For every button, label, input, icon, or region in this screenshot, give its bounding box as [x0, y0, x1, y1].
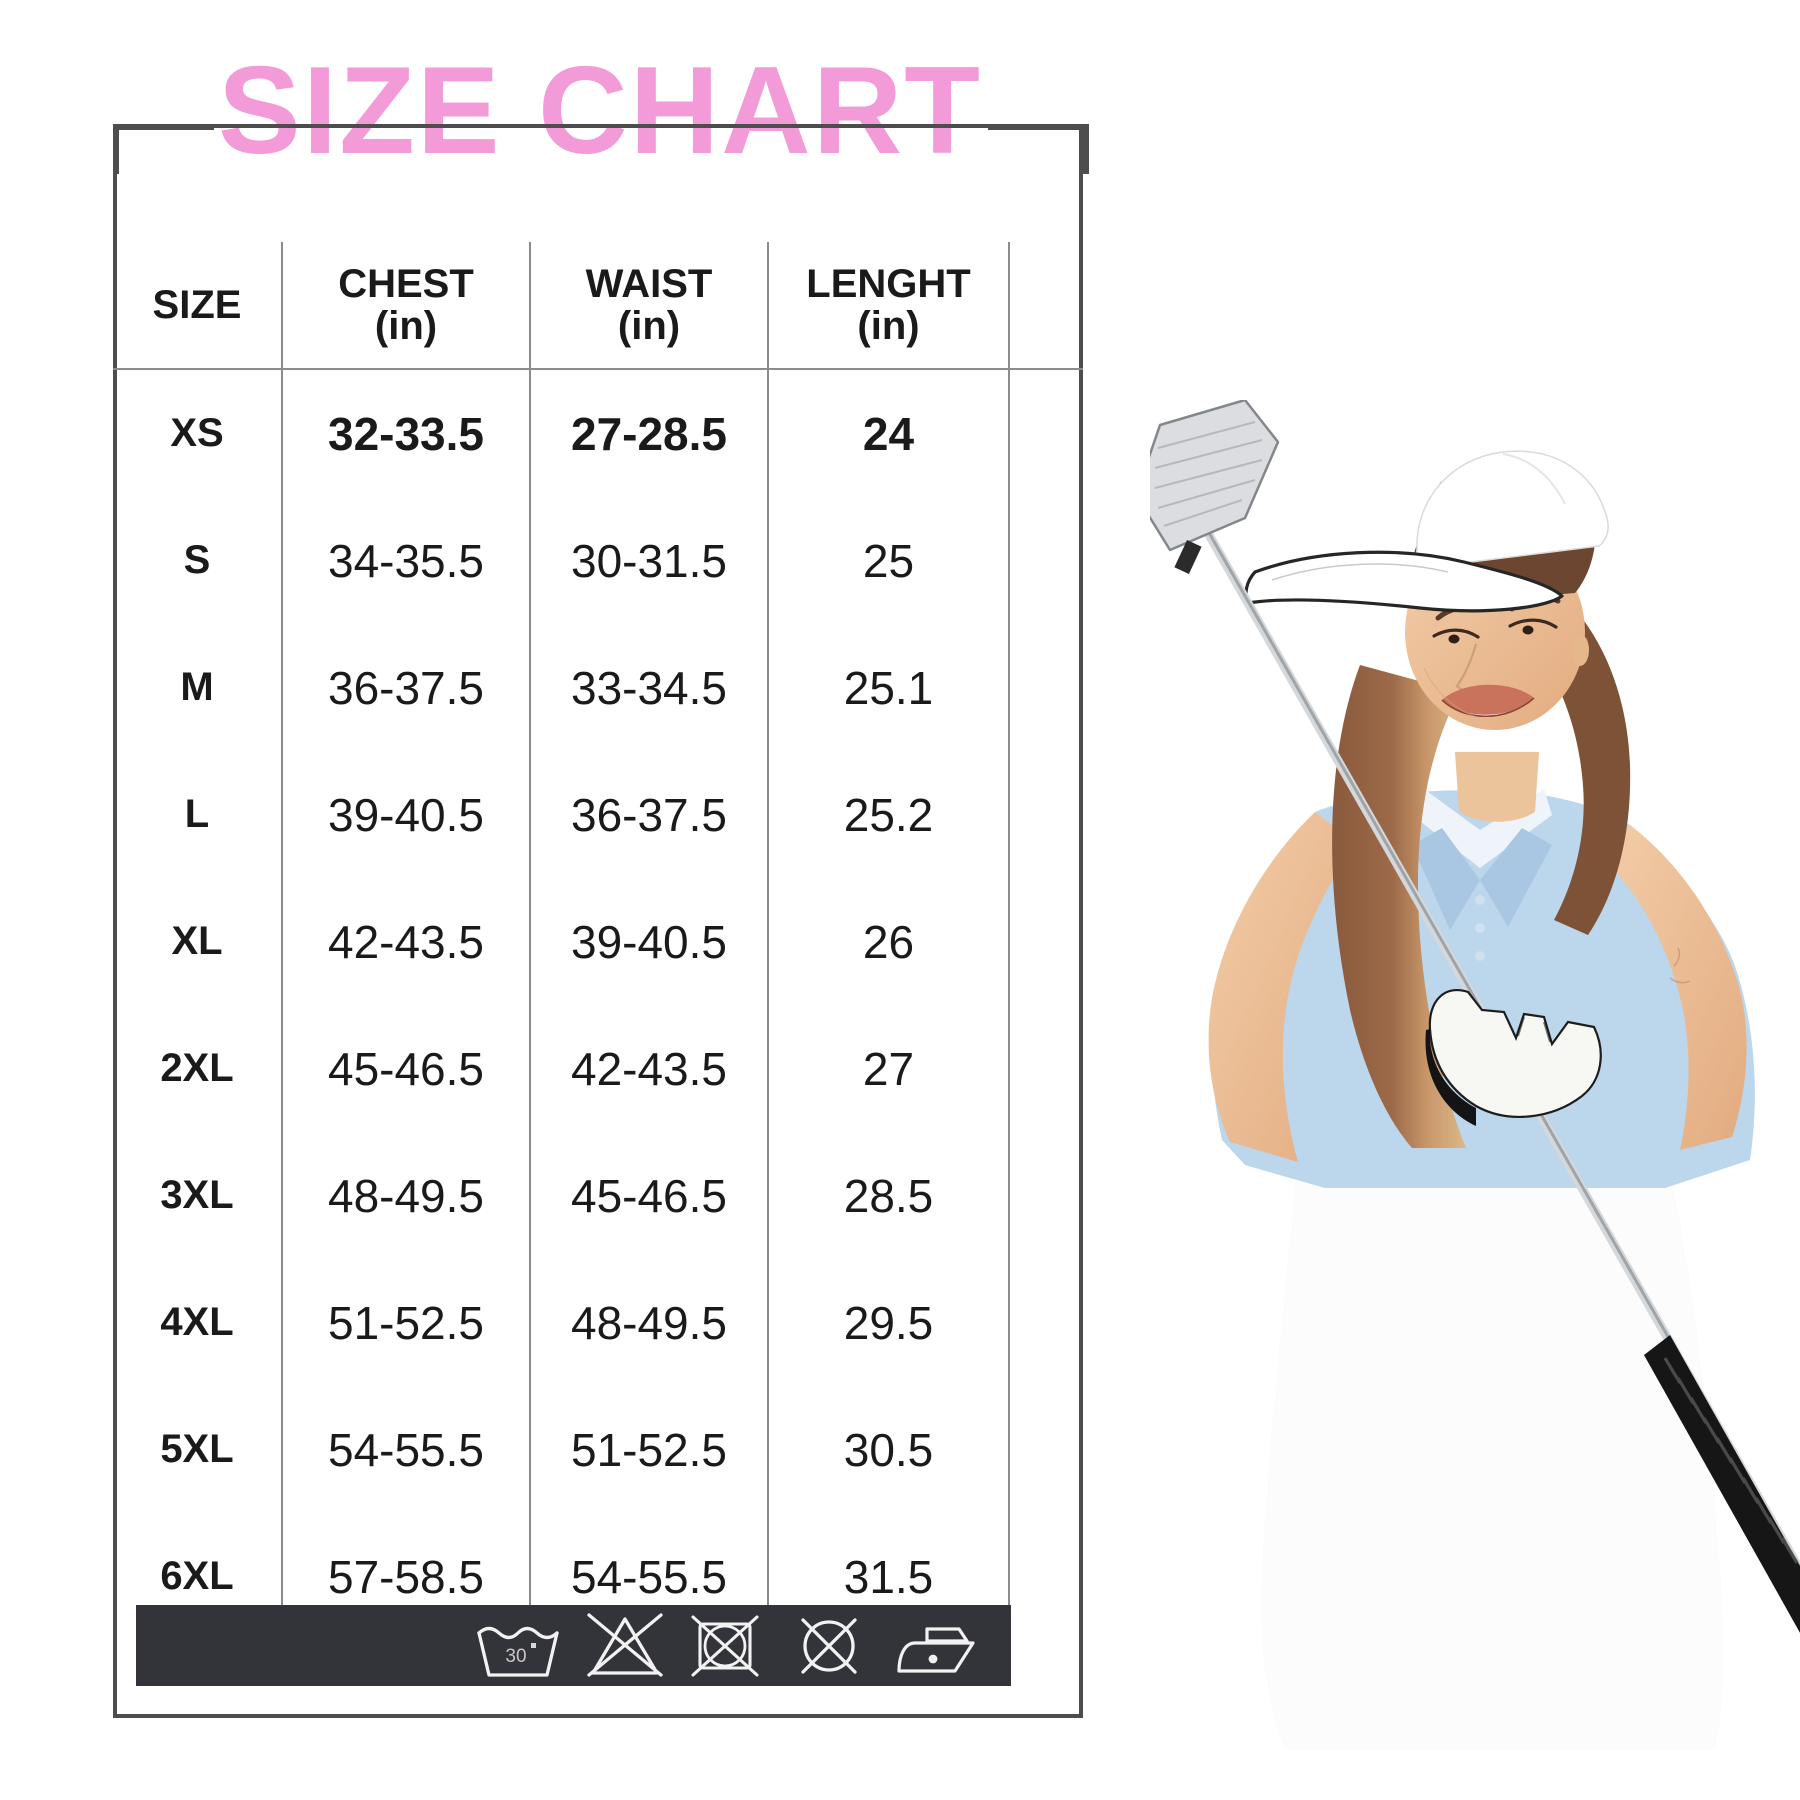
svg-text:30: 30	[505, 1646, 526, 1667]
